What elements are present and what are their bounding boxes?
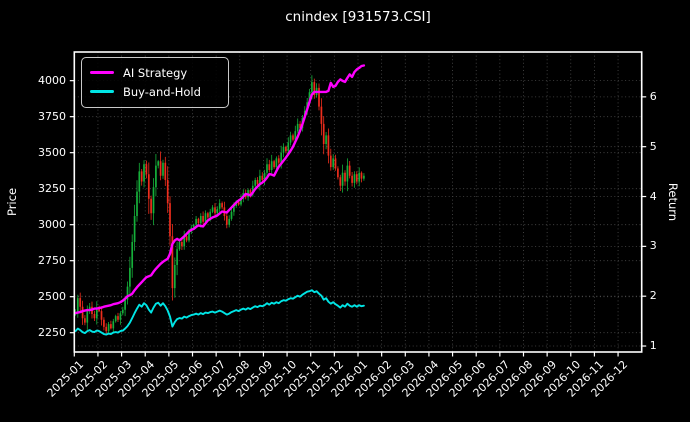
chart-title: cnindex [931573.CSI] (285, 9, 431, 25)
legend-label-ai-strategy: AI Strategy (123, 65, 188, 80)
ai-strategy-line-swatch (90, 70, 114, 75)
y-right-axis-title: Return (666, 182, 680, 222)
y-left-axis-title: Price (5, 187, 19, 217)
legend-item-ai-strategy: AI Strategy (90, 63, 220, 82)
legend-item-buy-and-hold: Buy-and-Hold (90, 82, 220, 101)
ai-strategy-line (74, 64, 366, 315)
tick-marks (69, 80, 647, 357)
legend: AI Strategy Buy-and-Hold (81, 57, 229, 108)
buy-and-hold-line-swatch (90, 89, 114, 94)
legend-label-buy-and-hold: Buy-and-Hold (123, 84, 201, 99)
buy-and-hold-line (74, 289, 365, 336)
